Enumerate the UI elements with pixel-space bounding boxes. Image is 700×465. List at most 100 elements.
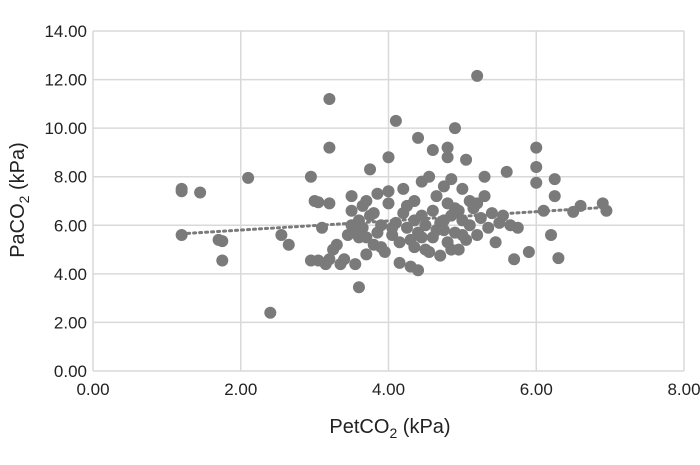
data-point xyxy=(389,114,402,127)
data-point xyxy=(471,229,484,241)
x-tick-label: 4.00 xyxy=(372,380,405,399)
data-point xyxy=(360,195,373,207)
x-axis-title: PetCO2 (kPa) xyxy=(329,416,450,441)
data-point xyxy=(430,224,443,237)
data-point xyxy=(242,171,255,184)
data-point xyxy=(426,204,439,217)
x-tick-label: 2.00 xyxy=(224,380,257,399)
data-point xyxy=(530,161,543,173)
data-point xyxy=(412,264,425,277)
data-point xyxy=(216,235,229,248)
x-tick-label: 6.00 xyxy=(520,380,553,399)
data-point xyxy=(419,219,432,232)
data-point xyxy=(423,170,436,183)
y-tick-label: 2.00 xyxy=(54,313,87,332)
data-point xyxy=(360,248,373,261)
y-tick-label: 10.00 xyxy=(44,119,87,138)
data-point xyxy=(408,241,421,254)
data-point xyxy=(448,122,461,135)
data-point xyxy=(482,221,495,234)
data-point xyxy=(530,176,543,189)
data-point xyxy=(423,246,436,258)
data-point xyxy=(345,190,358,203)
data-point xyxy=(312,196,325,209)
data-point xyxy=(574,199,587,212)
y-tick-label: 0.00 xyxy=(54,362,87,381)
data-points xyxy=(175,69,613,319)
data-point xyxy=(530,141,543,154)
data-point xyxy=(497,209,510,222)
data-point xyxy=(175,185,188,198)
data-point xyxy=(478,170,491,183)
data-point xyxy=(304,170,317,183)
data-point xyxy=(338,253,351,266)
data-point xyxy=(437,180,450,193)
data-point xyxy=(264,306,277,319)
data-point xyxy=(511,221,524,234)
data-point xyxy=(275,229,288,241)
data-point xyxy=(478,190,491,203)
data-point xyxy=(463,219,476,232)
data-point xyxy=(316,221,329,234)
tick-labels: 0.00 2.00 4.00 6.00 8.00 10.00 12.00 14.00 0.00 2… xyxy=(44,22,700,399)
data-point xyxy=(441,141,454,154)
data-point xyxy=(545,229,558,241)
data-point xyxy=(382,151,395,164)
data-point xyxy=(445,173,458,186)
data-point xyxy=(430,190,443,203)
data-point xyxy=(500,165,513,178)
y-tick-label: 6.00 xyxy=(54,216,87,235)
data-point xyxy=(364,163,377,176)
data-point xyxy=(345,204,358,217)
data-point xyxy=(522,246,535,258)
data-point xyxy=(471,197,484,210)
y-tick-label: 12.00 xyxy=(44,71,87,90)
data-point xyxy=(434,249,447,262)
data-point xyxy=(360,231,373,244)
data-point xyxy=(548,173,561,186)
data-point xyxy=(474,212,487,224)
grid-layer xyxy=(92,30,685,372)
data-point xyxy=(323,141,336,154)
data-point xyxy=(600,204,613,217)
data-point xyxy=(400,199,413,212)
data-point xyxy=(412,131,425,144)
data-point xyxy=(386,221,399,234)
y-axis-title: PaCO2 (kPa) xyxy=(7,142,32,258)
data-point xyxy=(471,69,484,82)
data-point xyxy=(456,182,469,195)
data-point xyxy=(537,204,550,217)
data-point xyxy=(485,207,498,220)
data-point xyxy=(489,236,502,249)
data-point xyxy=(375,219,388,232)
data-point xyxy=(393,236,406,249)
y-tick-label: 8.00 xyxy=(54,168,87,187)
data-point xyxy=(216,254,229,267)
data-point xyxy=(393,256,406,269)
data-point xyxy=(552,252,565,265)
y-tick-label: 14.00 xyxy=(44,22,87,41)
data-point xyxy=(508,253,521,266)
data-point xyxy=(382,197,395,210)
data-point xyxy=(400,221,413,234)
data-point xyxy=(330,238,343,251)
data-point xyxy=(445,243,458,256)
data-point xyxy=(371,187,384,200)
data-point xyxy=(323,93,336,105)
data-point xyxy=(460,153,473,166)
data-point xyxy=(415,209,428,222)
x-tick-label: 0.00 xyxy=(76,380,109,399)
data-point xyxy=(437,214,450,227)
data-point xyxy=(456,229,469,241)
data-point xyxy=(548,190,561,203)
data-point xyxy=(367,207,380,220)
data-point xyxy=(426,144,439,156)
data-point xyxy=(382,185,395,198)
data-point xyxy=(375,241,388,254)
data-point xyxy=(194,186,207,199)
data-point xyxy=(282,238,295,251)
data-point xyxy=(448,202,461,215)
data-point xyxy=(397,182,410,195)
data-point xyxy=(352,219,365,232)
